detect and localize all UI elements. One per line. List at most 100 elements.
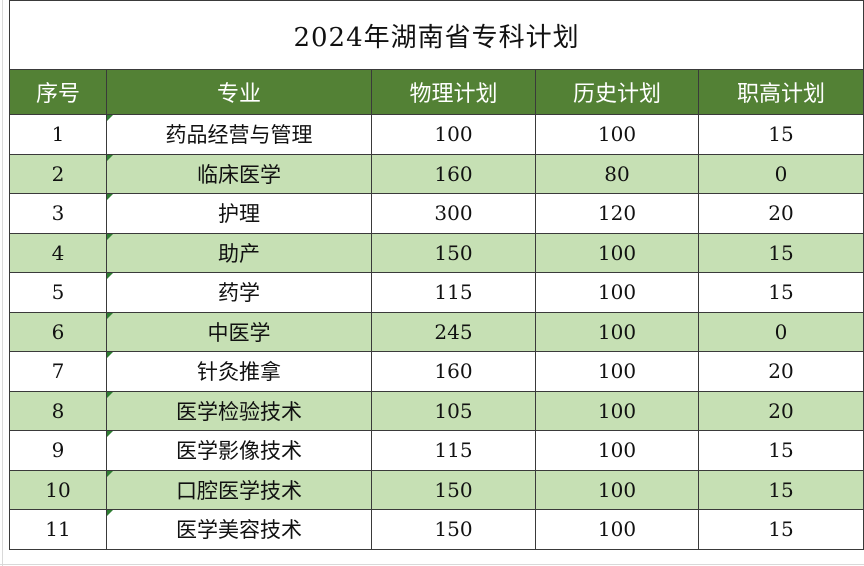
comment-marker-icon [107, 115, 113, 121]
major-label: 医学检验技术 [176, 399, 302, 424]
cell-history[interactable]: 100 [535, 509, 699, 550]
major-label: 针灸推拿 [197, 360, 281, 385]
comment-marker-icon [107, 194, 113, 200]
cell-major[interactable]: 临床医学 [106, 153, 372, 194]
cell-vocational[interactable]: 15 [697, 114, 864, 155]
header-cell-no[interactable]: 序号 [9, 69, 107, 115]
cell-physics[interactable]: 115 [371, 272, 536, 313]
cell-history[interactable]: 100 [535, 351, 699, 392]
grid-line [0, 564, 864, 565]
cell-major[interactable]: 医学美容技术 [106, 509, 372, 550]
cell-major[interactable]: 口腔医学技术 [106, 469, 372, 510]
plan-table: 2024年湖南省专科计划 序号 专业 物理计划 历史计划 职高计划 1 药品经营与… [8, 0, 864, 550]
table-body: 1 药品经营与管理 100 100 15 2 临床医学 160 80 0 3 护理 300 120 20 4 助… [9, 114, 864, 550]
table-row: 6 中医学 245 100 0 [9, 311, 864, 352]
cell-physics[interactable]: 160 [371, 153, 536, 194]
cell-physics[interactable]: 160 [371, 351, 536, 392]
cell-physics[interactable]: 245 [371, 311, 536, 352]
cell-physics[interactable]: 150 [371, 509, 536, 550]
major-label: 药学 [218, 281, 260, 306]
cell-vocational[interactable]: 15 [697, 232, 864, 273]
comment-marker-icon [107, 352, 113, 358]
cell-vocational[interactable]: 20 [697, 390, 864, 431]
grid-line [2, 0, 3, 566]
table-row: 8 医学检验技术 105 100 20 [9, 390, 864, 431]
cell-history[interactable]: 100 [535, 390, 699, 431]
comment-marker-icon [107, 154, 113, 161]
cell-no[interactable]: 10 [9, 469, 107, 510]
cell-major[interactable]: 助产 [106, 232, 372, 273]
comment-marker-icon [107, 233, 113, 240]
cell-no[interactable]: 9 [9, 430, 107, 471]
cell-physics[interactable]: 300 [371, 193, 536, 234]
table-row: 11 医学美容技术 150 100 15 [9, 509, 864, 550]
cell-major[interactable]: 中医学 [106, 311, 372, 352]
header-cell-physics[interactable]: 物理计划 [371, 69, 536, 115]
major-label: 药品经营与管理 [165, 123, 313, 148]
comment-marker-icon [107, 273, 113, 279]
comment-marker-icon [107, 510, 113, 516]
table-row: 3 护理 300 120 20 [9, 193, 864, 234]
cell-physics[interactable]: 150 [371, 232, 536, 273]
cell-major[interactable]: 医学检验技术 [106, 390, 372, 431]
table-row: 1 药品经营与管理 100 100 15 [9, 114, 864, 155]
header-row: 序号 专业 物理计划 历史计划 职高计划 [9, 69, 864, 115]
table-row: 9 医学影像技术 115 100 15 [9, 430, 864, 471]
table-title[interactable]: 2024年湖南省专科计划 [8, 0, 864, 70]
header-cell-history[interactable]: 历史计划 [535, 69, 699, 115]
cell-vocational[interactable]: 15 [697, 469, 864, 510]
major-label: 中医学 [207, 320, 271, 345]
cell-no[interactable]: 4 [9, 232, 107, 273]
cell-physics[interactable]: 100 [371, 114, 536, 155]
cell-no[interactable]: 5 [9, 272, 107, 313]
table-row: 5 药学 115 100 15 [9, 272, 864, 313]
cell-vocational[interactable]: 20 [697, 351, 864, 392]
major-label: 口腔医学技术 [176, 478, 302, 503]
cell-major[interactable]: 护理 [106, 193, 372, 234]
cell-vocational[interactable]: 15 [697, 272, 864, 313]
cell-history[interactable]: 100 [535, 469, 699, 510]
comment-marker-icon [107, 391, 113, 398]
cell-history[interactable]: 100 [535, 311, 699, 352]
cell-history[interactable]: 100 [535, 430, 699, 471]
header-cell-vocational[interactable]: 职高计划 [697, 69, 864, 115]
table-row: 7 针灸推拿 160 100 20 [9, 351, 864, 392]
cell-major[interactable]: 针灸推拿 [106, 351, 372, 392]
cell-no[interactable]: 8 [9, 390, 107, 431]
comment-marker-icon [107, 431, 113, 437]
cell-history[interactable]: 100 [535, 114, 699, 155]
cell-no[interactable]: 6 [9, 311, 107, 352]
major-label: 医学影像技术 [176, 439, 302, 464]
cell-vocational[interactable]: 15 [697, 430, 864, 471]
major-label: 助产 [218, 241, 260, 266]
table-row: 10 口腔医学技术 150 100 15 [9, 469, 864, 510]
comment-marker-icon [107, 312, 113, 319]
cell-history[interactable]: 120 [535, 193, 699, 234]
cell-no[interactable]: 3 [9, 193, 107, 234]
cell-major[interactable]: 医学影像技术 [106, 430, 372, 471]
cell-vocational[interactable]: 0 [697, 153, 864, 194]
comment-marker-icon [107, 470, 113, 477]
cell-physics[interactable]: 150 [371, 469, 536, 510]
table-row: 4 助产 150 100 15 [9, 232, 864, 273]
cell-major[interactable]: 药品经营与管理 [106, 114, 372, 155]
major-label: 临床医学 [197, 162, 281, 187]
cell-history[interactable]: 100 [535, 232, 699, 273]
cell-major[interactable]: 药学 [106, 272, 372, 313]
cell-vocational[interactable]: 15 [697, 509, 864, 550]
cell-physics[interactable]: 115 [371, 430, 536, 471]
cell-history[interactable]: 80 [535, 153, 699, 194]
cell-vocational[interactable]: 20 [697, 193, 864, 234]
cell-physics[interactable]: 105 [371, 390, 536, 431]
major-label: 护理 [218, 202, 260, 227]
cell-no[interactable]: 7 [9, 351, 107, 392]
cell-no[interactable]: 1 [9, 114, 107, 155]
cell-history[interactable]: 100 [535, 272, 699, 313]
table-row: 2 临床医学 160 80 0 [9, 153, 864, 194]
header-cell-major[interactable]: 专业 [106, 69, 372, 115]
major-label: 医学美容技术 [176, 518, 302, 543]
cell-vocational[interactable]: 0 [697, 311, 864, 352]
cell-no[interactable]: 2 [9, 153, 107, 194]
cell-no[interactable]: 11 [9, 509, 107, 550]
